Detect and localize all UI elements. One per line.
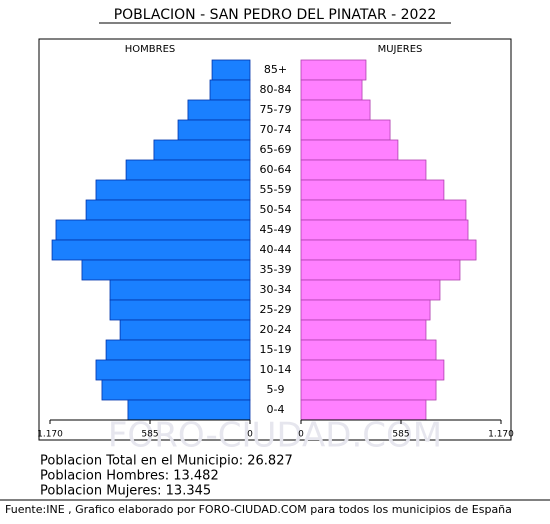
age-label: 40-44: [260, 243, 292, 256]
summary-line: Poblacion Hombres: 13.482: [40, 469, 219, 484]
source: Fuente:INE , Grafico elaborado por FORO-…: [5, 503, 512, 516]
plot-frame: [38, 38, 512, 441]
bar-women: [300, 399, 427, 421]
bar-women: [300, 319, 427, 341]
bar-men: [187, 99, 251, 121]
watermark: FORO-CIUDAD.COM: [108, 416, 442, 456]
chart-title: POBLACION - SAN PEDRO DEL PINATAR - 2022: [114, 7, 437, 23]
age-label: 5-9: [267, 383, 285, 396]
age-label: 50-54: [260, 203, 292, 216]
legend-women: MUJERES: [378, 44, 423, 55]
legend-men: HOMBRES: [125, 44, 176, 55]
age-label: 65-69: [260, 143, 292, 156]
bar-women: [300, 79, 363, 101]
bar-men: [105, 339, 251, 361]
x-tick-label: 0: [247, 430, 253, 440]
bar-women: [300, 139, 399, 161]
x-tick-label: 1.170: [37, 430, 63, 440]
bar-women: [300, 359, 445, 381]
bar-men: [209, 79, 251, 101]
age-label: 85+: [264, 63, 287, 76]
summary-line: Poblacion Mujeres: 13.345: [40, 484, 211, 499]
bar-women: [300, 159, 427, 181]
age-label: 25-29: [260, 303, 292, 316]
bar-women: [300, 99, 371, 121]
bar-women: [300, 279, 441, 301]
bar-men: [51, 239, 251, 261]
age-label: 10-14: [260, 363, 292, 376]
bar-men: [125, 159, 251, 181]
bar-men: [81, 259, 251, 281]
bar-men: [153, 139, 251, 161]
x-tick-label: 1.170: [488, 430, 514, 440]
bar-men: [177, 119, 251, 141]
bar-men: [109, 279, 251, 301]
age-label: 45-49: [260, 223, 292, 236]
bar-women: [300, 259, 461, 281]
bar-men: [55, 219, 251, 241]
bar-men: [109, 299, 251, 321]
bar-women: [300, 179, 445, 201]
bar-women: [300, 199, 467, 221]
x-tick-label: 585: [392, 430, 409, 440]
age-label: 70-74: [260, 123, 292, 136]
bar-men: [119, 319, 251, 341]
age-label: 55-59: [260, 183, 292, 196]
age-label: 80-84: [260, 83, 292, 96]
bar-women: [300, 339, 437, 361]
age-label: 0-4: [267, 403, 285, 416]
x-tick-label: 585: [141, 430, 158, 440]
age-label: 20-24: [260, 323, 292, 336]
bar-women: [300, 239, 477, 261]
x-tick-label: 0: [298, 430, 304, 440]
bar-men: [101, 379, 251, 401]
age-label: 15-19: [260, 343, 292, 356]
bar-men: [211, 59, 251, 81]
bar-women: [300, 119, 391, 141]
bar-women: [300, 299, 431, 321]
bar-men: [95, 359, 251, 381]
bar-women: [300, 379, 437, 401]
bar-women: [300, 219, 469, 241]
bar-men: [95, 179, 251, 201]
age-label: 35-39: [260, 263, 292, 276]
bar-men: [127, 399, 251, 421]
age-label: 60-64: [260, 163, 292, 176]
age-label: 30-34: [260, 283, 292, 296]
bar-men: [85, 199, 251, 221]
summary-line: Poblacion Total en el Municipio: 26.827: [40, 454, 293, 469]
bar-women: [300, 59, 367, 81]
age-label: 75-79: [260, 103, 292, 116]
